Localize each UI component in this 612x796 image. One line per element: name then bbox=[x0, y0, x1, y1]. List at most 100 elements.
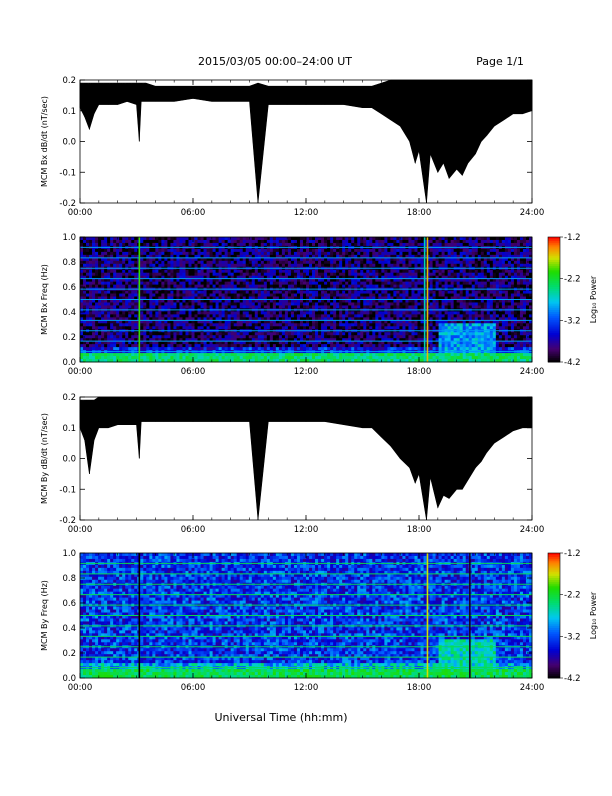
spectrogram-cell bbox=[517, 302, 520, 305]
spectrogram-cell bbox=[390, 270, 393, 273]
spectrogram-cell bbox=[366, 302, 369, 305]
spectrogram-cell bbox=[387, 240, 390, 243]
spectrogram-cell bbox=[185, 291, 188, 294]
spectrogram-cell bbox=[234, 285, 237, 288]
spectrogram-cell bbox=[484, 279, 487, 282]
spectrogram-cell bbox=[399, 285, 402, 288]
spectrogram-cell bbox=[128, 302, 131, 305]
spectrogram-cell bbox=[204, 291, 207, 294]
spectrogram-cell bbox=[152, 314, 155, 317]
spectrogram-cell bbox=[463, 305, 466, 308]
spectrogram-cell bbox=[258, 270, 261, 273]
spectrogram-cell bbox=[309, 282, 312, 285]
spectrogram-cell bbox=[342, 264, 345, 267]
spectrogram-cell bbox=[125, 249, 128, 252]
spectrogram-cell bbox=[472, 300, 475, 303]
spectrogram-cell bbox=[318, 291, 321, 294]
spectrogram-cell bbox=[83, 285, 86, 288]
spectrogram-cell bbox=[243, 302, 246, 305]
spectrogram-cell bbox=[113, 264, 116, 267]
spectrogram-cell bbox=[116, 300, 119, 303]
spectrogram-cell bbox=[240, 294, 243, 297]
spectrogram-cell bbox=[436, 261, 439, 264]
spectrogram-cell bbox=[101, 291, 104, 294]
spectrogram-cell bbox=[390, 252, 393, 255]
spectrogram-cell bbox=[170, 302, 173, 305]
spectrogram-cell bbox=[279, 300, 282, 303]
spectrogram-cell bbox=[122, 311, 125, 314]
spectrogram-cell bbox=[89, 279, 92, 282]
spectrogram-cell bbox=[300, 249, 303, 252]
spectrogram-cell bbox=[451, 294, 454, 297]
spectrogram-cell bbox=[520, 249, 523, 252]
spectrogram-cell bbox=[243, 300, 246, 303]
spectrogram-cell bbox=[396, 294, 399, 297]
spectrogram-cell bbox=[234, 249, 237, 252]
spectrogram-cell bbox=[285, 279, 288, 282]
spectrogram-cell bbox=[252, 302, 255, 305]
spectrogram-cell bbox=[496, 305, 499, 308]
spectrogram-cell bbox=[493, 252, 496, 255]
spectrogram-cell bbox=[478, 279, 481, 282]
spectrogram-cell bbox=[375, 294, 378, 297]
spectrogram-cell bbox=[348, 252, 351, 255]
spectrogram-cell bbox=[417, 243, 420, 246]
spectrogram-cell bbox=[405, 314, 408, 317]
spectrogram-cell bbox=[399, 291, 402, 294]
spectrogram-cell bbox=[158, 279, 161, 282]
spectrogram-cell bbox=[330, 273, 333, 276]
spectrogram-cell bbox=[291, 273, 294, 276]
spectrogram-cell bbox=[158, 314, 161, 317]
spectrogram-cell bbox=[442, 261, 445, 264]
spectrogram-cell bbox=[182, 240, 185, 243]
spectrogram-cell bbox=[312, 300, 315, 303]
spectrogram-cell bbox=[210, 264, 213, 267]
spectrogram-cell bbox=[231, 243, 234, 246]
spectrogram-cell bbox=[161, 273, 164, 276]
spectrogram-cell bbox=[505, 249, 508, 252]
spectrogram-cell bbox=[499, 243, 502, 246]
spectrogram-cell bbox=[255, 311, 258, 314]
spectrogram-cell bbox=[107, 249, 110, 252]
spectrogram-cell bbox=[384, 270, 387, 273]
spectrogram-cell bbox=[92, 249, 95, 252]
spectrogram-cell bbox=[92, 291, 95, 294]
spectrogram-cell bbox=[207, 285, 210, 288]
spectrogram-cell bbox=[237, 291, 240, 294]
spectrogram-cell bbox=[279, 261, 282, 264]
spectrogram-cell bbox=[152, 294, 155, 297]
spectrogram-cell bbox=[351, 252, 354, 255]
spectrogram-cell bbox=[303, 302, 306, 305]
spectrogram-cell bbox=[204, 311, 207, 314]
spectrogram-cell bbox=[279, 249, 282, 252]
spectrogram-cell bbox=[261, 261, 264, 264]
spectrogram-cell bbox=[384, 311, 387, 314]
spectrogram-cell bbox=[312, 270, 315, 273]
spectrogram-cell bbox=[161, 302, 164, 305]
spectrogram-cell bbox=[414, 237, 417, 240]
spectrogram-cell bbox=[294, 282, 297, 285]
spectrogram-cell bbox=[149, 311, 152, 314]
spectrogram-cell bbox=[179, 270, 182, 273]
spectrogram-cell bbox=[439, 294, 442, 297]
spectrogram-cell bbox=[270, 291, 273, 294]
spectrogram-cell bbox=[433, 305, 436, 308]
spectrogram-cell bbox=[481, 240, 484, 243]
spectrogram-cell bbox=[158, 302, 161, 305]
spectrogram-cell bbox=[421, 311, 424, 314]
spectrogram-cell bbox=[345, 311, 348, 314]
spectrogram-cell bbox=[348, 243, 351, 246]
spectrogram-cell bbox=[152, 261, 155, 264]
spectrogram-cell bbox=[505, 291, 508, 294]
spectrogram-cell bbox=[255, 237, 258, 240]
spectrogram-cell bbox=[523, 314, 526, 317]
spectrogram-cell bbox=[315, 300, 318, 303]
spectrogram-cell bbox=[339, 300, 342, 303]
spectrogram-cell bbox=[282, 249, 285, 252]
spectrogram-cell bbox=[83, 291, 86, 294]
spectrogram-cell bbox=[396, 273, 399, 276]
spectrogram-cell bbox=[520, 261, 523, 264]
spectrogram-cell bbox=[86, 300, 89, 303]
spectrogram-cell bbox=[185, 314, 188, 317]
spectrogram-cell bbox=[134, 243, 137, 246]
